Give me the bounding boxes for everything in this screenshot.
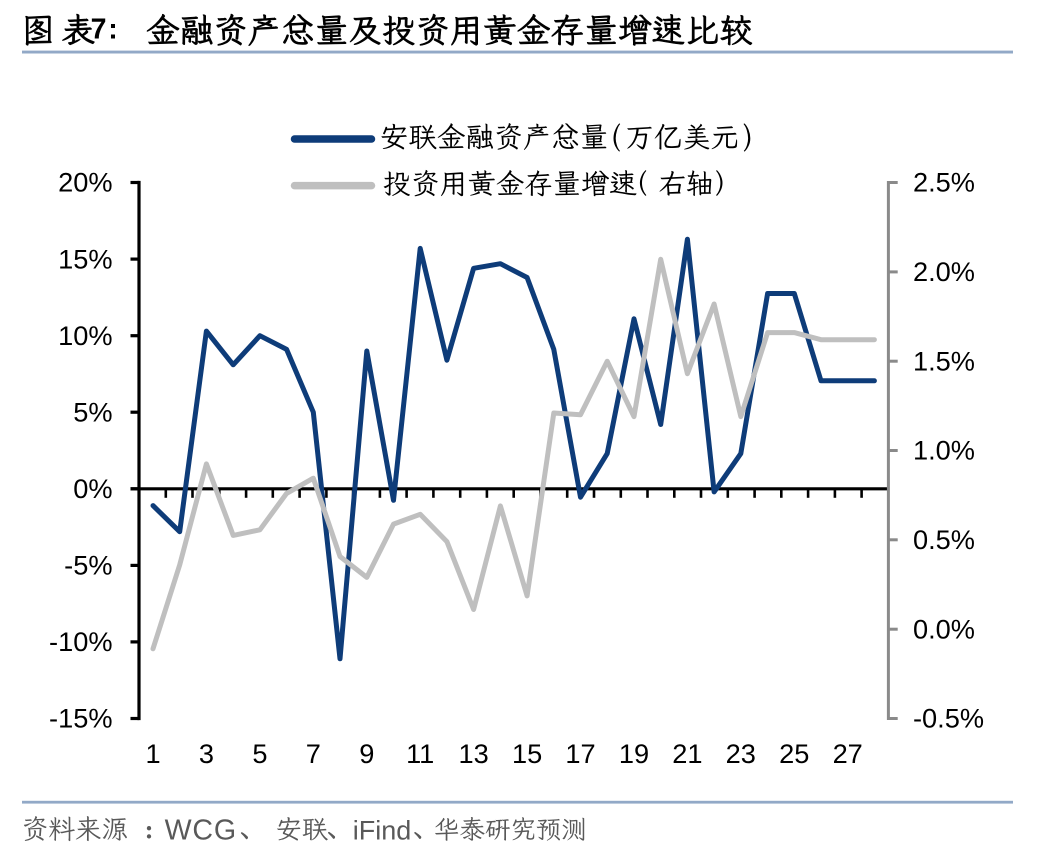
svg-text:19: 19: [619, 738, 649, 769]
svg-text:0%: 0%: [73, 473, 112, 504]
svg-text:-15%: -15%: [49, 703, 112, 734]
svg-text:5%: 5%: [73, 396, 112, 427]
svg-text:27: 27: [833, 738, 863, 769]
svg-text:10%: 10%: [58, 320, 112, 351]
svg-text:iFind: iFind: [353, 816, 412, 846]
svg-text:0.5%: 0.5%: [913, 524, 975, 555]
svg-text:1: 1: [145, 738, 160, 769]
svg-text:2.0%: 2.0%: [913, 256, 975, 287]
svg-text:1.5%: 1.5%: [913, 345, 975, 376]
svg-text:15%: 15%: [58, 243, 112, 274]
svg-text:23: 23: [726, 738, 756, 769]
svg-text:-5%: -5%: [64, 550, 112, 581]
svg-text:1.0%: 1.0%: [913, 435, 975, 466]
svg-text:-10%: -10%: [49, 626, 112, 657]
svg-text:21: 21: [672, 738, 702, 769]
svg-text:13: 13: [458, 738, 488, 769]
svg-text:9: 9: [359, 738, 374, 769]
svg-text:0.0%: 0.0%: [913, 613, 975, 644]
svg-text:3: 3: [199, 738, 214, 769]
svg-text:2.5%: 2.5%: [913, 167, 975, 198]
svg-text:5: 5: [252, 738, 267, 769]
svg-text:15: 15: [512, 738, 542, 769]
svg-text:20%: 20%: [58, 167, 112, 198]
svg-text:25: 25: [779, 738, 809, 769]
svg-text:WCG: WCG: [165, 815, 237, 847]
svg-text:7: 7: [306, 738, 321, 769]
svg-text:7:: 7:: [91, 13, 120, 45]
svg-text:-0.5%: -0.5%: [913, 703, 984, 734]
svg-text:17: 17: [565, 738, 595, 769]
svg-text:11: 11: [406, 738, 434, 769]
